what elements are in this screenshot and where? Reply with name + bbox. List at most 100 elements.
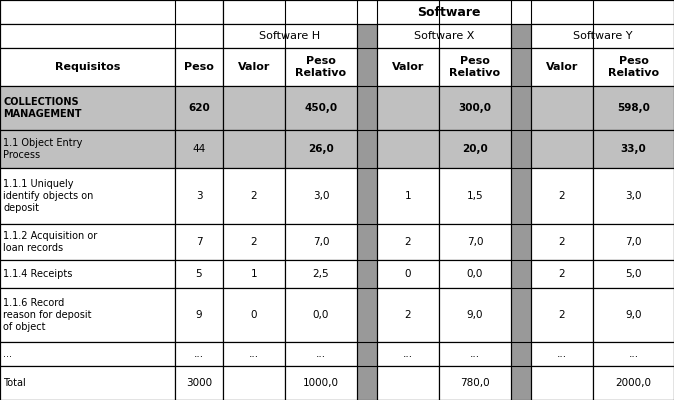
Bar bbox=[223, 260, 285, 288]
Bar bbox=[285, 224, 357, 260]
Bar bbox=[439, 130, 511, 168]
Text: 2,5: 2,5 bbox=[313, 269, 330, 279]
Bar bbox=[531, 224, 593, 260]
Bar bbox=[223, 130, 285, 168]
Bar bbox=[377, 342, 439, 366]
Bar bbox=[593, 86, 674, 130]
Bar bbox=[593, 48, 674, 86]
Text: 300,0: 300,0 bbox=[458, 103, 491, 113]
Bar bbox=[175, 260, 223, 288]
Bar bbox=[175, 48, 223, 86]
Bar bbox=[0, 24, 223, 48]
Text: 620: 620 bbox=[188, 103, 210, 113]
Text: 1.1 Object Entry
Process: 1.1 Object Entry Process bbox=[3, 138, 82, 160]
Bar bbox=[285, 366, 357, 400]
Text: 2: 2 bbox=[559, 269, 565, 279]
Text: Valor: Valor bbox=[238, 62, 270, 72]
Bar bbox=[439, 366, 511, 400]
Text: Software Y: Software Y bbox=[573, 31, 632, 41]
Text: ...: ... bbox=[316, 349, 326, 359]
Text: 1.1.6 Record
reason for deposit
of object: 1.1.6 Record reason for deposit of objec… bbox=[3, 298, 92, 332]
Text: 9,0: 9,0 bbox=[625, 310, 642, 320]
Bar bbox=[439, 224, 511, 260]
Text: 598,0: 598,0 bbox=[617, 103, 650, 113]
Text: 2000,0: 2000,0 bbox=[615, 378, 652, 388]
Bar bbox=[175, 366, 223, 400]
Text: 7,0: 7,0 bbox=[313, 237, 330, 247]
Text: 33,0: 33,0 bbox=[621, 144, 646, 154]
Bar bbox=[223, 0, 674, 24]
Text: 7,0: 7,0 bbox=[467, 237, 483, 247]
Bar bbox=[285, 86, 357, 130]
Text: Software X: Software X bbox=[414, 31, 474, 41]
Bar bbox=[439, 48, 511, 86]
Text: 1.1.4 Receipts: 1.1.4 Receipts bbox=[3, 269, 72, 279]
Bar bbox=[377, 260, 439, 288]
Text: Valor: Valor bbox=[546, 62, 578, 72]
Bar bbox=[0, 342, 175, 366]
Text: 7,0: 7,0 bbox=[625, 237, 642, 247]
Bar bbox=[175, 288, 223, 342]
Text: 2: 2 bbox=[404, 237, 411, 247]
Text: 2: 2 bbox=[559, 191, 565, 201]
Bar bbox=[531, 288, 593, 342]
Bar bbox=[223, 24, 357, 48]
Text: 44: 44 bbox=[192, 144, 206, 154]
Text: 780,0: 780,0 bbox=[460, 378, 490, 388]
Bar bbox=[593, 366, 674, 400]
Bar bbox=[377, 86, 439, 130]
Bar bbox=[285, 342, 357, 366]
Bar bbox=[175, 342, 223, 366]
Bar bbox=[0, 130, 175, 168]
Text: 3000: 3000 bbox=[186, 378, 212, 388]
Bar bbox=[285, 130, 357, 168]
Bar bbox=[377, 224, 439, 260]
Bar bbox=[175, 224, 223, 260]
Text: Requisitos: Requisitos bbox=[55, 62, 120, 72]
Text: 1: 1 bbox=[251, 269, 257, 279]
Text: Peso: Peso bbox=[184, 62, 214, 72]
Bar bbox=[439, 86, 511, 130]
Bar bbox=[223, 288, 285, 342]
Text: 2: 2 bbox=[251, 237, 257, 247]
Text: 9,0: 9,0 bbox=[467, 310, 483, 320]
Bar bbox=[439, 288, 511, 342]
Text: ...: ... bbox=[3, 349, 12, 359]
Text: Peso
Relativo: Peso Relativo bbox=[295, 56, 346, 78]
Text: COLLECTIONS
MANAGEMENT: COLLECTIONS MANAGEMENT bbox=[3, 97, 82, 119]
Text: Peso
Relativo: Peso Relativo bbox=[608, 56, 659, 78]
Text: Software H: Software H bbox=[259, 31, 321, 41]
Text: 1: 1 bbox=[404, 191, 411, 201]
Text: Valor: Valor bbox=[392, 62, 424, 72]
Text: 5,0: 5,0 bbox=[625, 269, 642, 279]
Text: 5: 5 bbox=[195, 269, 202, 279]
Bar bbox=[593, 224, 674, 260]
Bar bbox=[531, 260, 593, 288]
Text: 2: 2 bbox=[251, 191, 257, 201]
Bar bbox=[531, 48, 593, 86]
Text: 1.1.2 Acquisition or
loan records: 1.1.2 Acquisition or loan records bbox=[3, 231, 97, 253]
Bar bbox=[377, 130, 439, 168]
Bar bbox=[593, 342, 674, 366]
Bar bbox=[377, 48, 439, 86]
Text: Software: Software bbox=[417, 6, 481, 18]
Bar bbox=[0, 168, 175, 224]
Bar bbox=[175, 168, 223, 224]
Bar bbox=[593, 260, 674, 288]
Bar bbox=[377, 168, 439, 224]
Text: ...: ... bbox=[470, 349, 480, 359]
Text: 1.1.1 Uniquely
identify objects on
deposit: 1.1.1 Uniquely identify objects on depos… bbox=[3, 179, 94, 213]
Bar bbox=[223, 224, 285, 260]
Bar bbox=[175, 130, 223, 168]
Bar bbox=[223, 168, 285, 224]
Bar bbox=[377, 366, 439, 400]
Bar bbox=[223, 48, 285, 86]
Text: 2: 2 bbox=[404, 310, 411, 320]
Text: ...: ... bbox=[628, 349, 638, 359]
Text: 26,0: 26,0 bbox=[308, 144, 334, 154]
Bar bbox=[593, 130, 674, 168]
Bar bbox=[223, 86, 285, 130]
Text: ...: ... bbox=[194, 349, 204, 359]
Bar bbox=[0, 224, 175, 260]
Bar bbox=[223, 342, 285, 366]
